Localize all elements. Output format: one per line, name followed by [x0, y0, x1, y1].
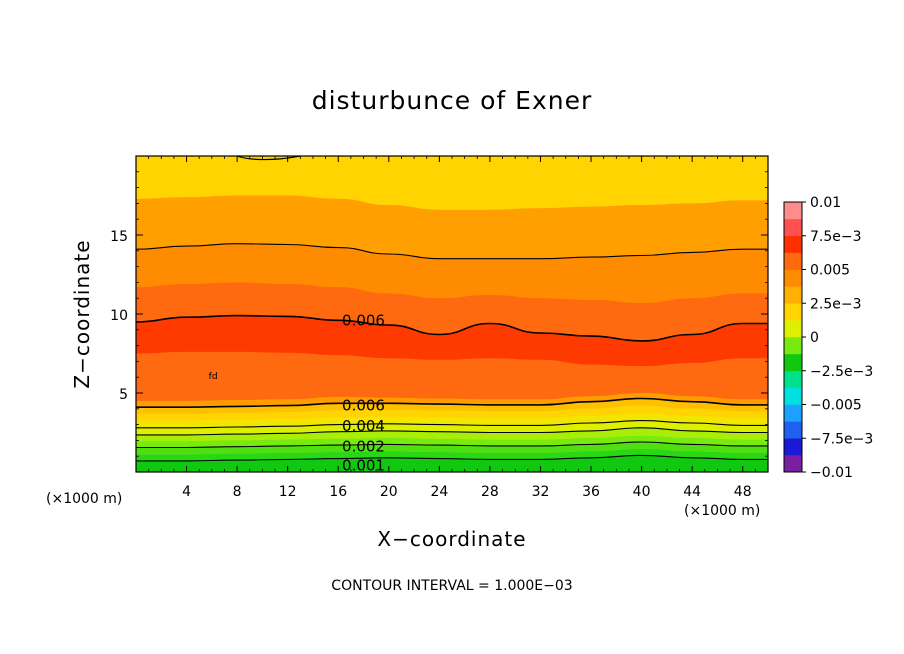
colorbar-label: 0	[810, 330, 819, 346]
colorbar-swatch	[784, 202, 802, 220]
contour-line-4	[136, 427, 768, 436]
colorbar: 0.01 7.5e−3 0.005 2.5e−3 0 −2.5e−3 −0.005 −7.5e…	[783, 195, 873, 481]
x-unit-note-left: (×1000 m)	[46, 491, 123, 507]
contour-label-3: 0.002	[342, 438, 385, 456]
contour-line-3	[136, 420, 768, 429]
x-tick-label: 32	[532, 484, 550, 500]
contour-line-2	[136, 397, 768, 409]
x-tick-label: 28	[481, 484, 499, 500]
x-tick-label: 8	[233, 484, 242, 500]
contour-line-6	[136, 454, 768, 462]
colorbar-swatch	[784, 218, 802, 237]
contour-label-1: 0.006	[342, 397, 385, 415]
y-tick-label: 10	[110, 308, 128, 324]
colorbar-swatch	[784, 387, 802, 405]
colorbar-swatch	[784, 286, 802, 304]
colorbar-swatch	[784, 337, 802, 355]
y-tick-label: 15	[110, 229, 128, 245]
x-tick-label: 20	[380, 484, 398, 500]
x-tick-label: 44	[683, 484, 701, 500]
contour-line-0	[136, 314, 768, 342]
contour-band-top	[136, 156, 768, 210]
contour-line-5	[136, 441, 768, 449]
colorbar-swatch	[784, 320, 802, 338]
colorbar-label: 0.01	[810, 195, 841, 211]
contour-band-16	[136, 463, 768, 472]
colorbar-swatch	[784, 421, 802, 439]
colorbar-label: 0.005	[810, 263, 850, 279]
colorbar-label: −2.5e−3	[810, 364, 873, 380]
colorbar-label: −0.01	[810, 465, 853, 481]
colorbar-swatch	[784, 455, 802, 473]
colorbar-label: −0.005	[810, 398, 862, 414]
contour-label-0: 0.006	[342, 311, 385, 329]
x-tick-label: 24	[430, 484, 448, 500]
colorbar-label: 7.5e−3	[810, 229, 862, 245]
colorbar-swatch	[784, 303, 802, 321]
colorbar-swatch	[784, 252, 802, 270]
contour-label-2: 0.004	[342, 417, 385, 435]
contour-line-layer	[136, 156, 768, 462]
contour-line-top-cap	[236, 156, 301, 161]
colorbar-swatch	[784, 404, 802, 422]
x-tick-label: 12	[279, 484, 297, 500]
colorbar-label: 2.5e−3	[810, 296, 862, 312]
contour-small-label: fd	[209, 372, 218, 382]
x-unit-note-right: (×1000 m)	[684, 503, 761, 519]
colorbar-swatch	[784, 269, 802, 287]
colorbar-swatch	[784, 235, 802, 253]
x-axis-ticks: 4 8 12 16 20 24 28 32 36 40 44 48	[148, 156, 756, 500]
colorbar-label: −7.5e−3	[810, 431, 873, 447]
x-axis-label: X−coordinate	[377, 527, 527, 551]
colorbar-swatch	[784, 438, 802, 456]
x-tick-label: 16	[329, 484, 347, 500]
colorbar-swatch	[784, 353, 802, 372]
x-tick-label: 36	[582, 484, 600, 500]
y-tick-label: 5	[119, 387, 128, 403]
chart-title: disturbunce of Exner	[311, 86, 593, 115]
x-tick-label: 40	[633, 484, 651, 500]
x-tick-label: 4	[182, 484, 191, 500]
colorbar-swatch	[784, 370, 802, 388]
contour-interval-note: CONTOUR INTERVAL = 1.000E−03	[331, 578, 573, 594]
x-tick-label: 48	[734, 484, 752, 500]
contour-line-1	[136, 243, 768, 260]
contour-label-4: 0.001	[342, 457, 385, 475]
y-axis-ticks: 5 10 15	[110, 171, 768, 457]
contour-fill-layer	[136, 156, 768, 472]
